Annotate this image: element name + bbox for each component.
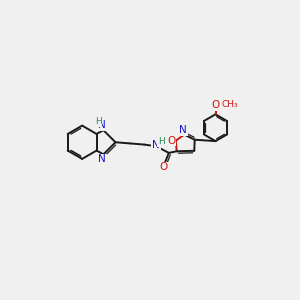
Text: H: H — [95, 117, 102, 126]
Text: N: N — [152, 140, 160, 150]
Text: N: N — [98, 120, 106, 130]
Text: O: O — [160, 162, 168, 172]
Text: O: O — [167, 136, 175, 146]
Text: O: O — [212, 100, 220, 110]
Text: N: N — [98, 154, 106, 164]
Text: N: N — [179, 125, 187, 135]
Text: CH₃: CH₃ — [222, 100, 238, 109]
Text: H: H — [158, 137, 165, 146]
